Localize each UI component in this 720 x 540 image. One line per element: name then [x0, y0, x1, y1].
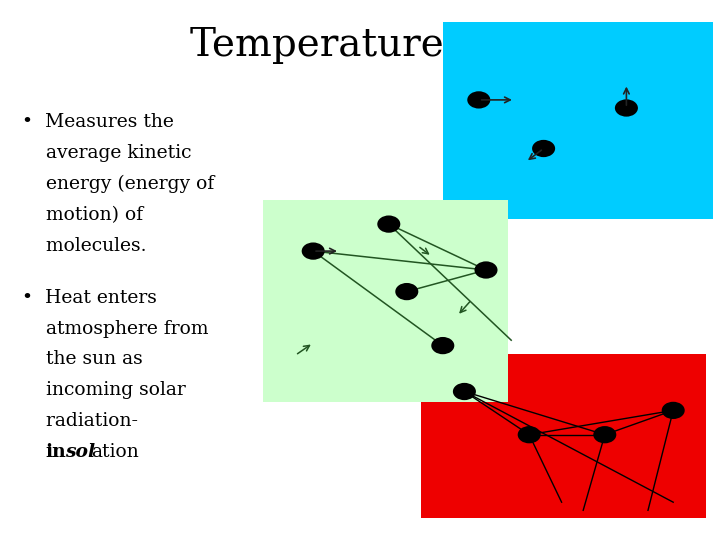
Circle shape: [532, 140, 555, 157]
Circle shape: [615, 99, 638, 117]
Circle shape: [467, 91, 490, 109]
Text: sol: sol: [65, 443, 95, 461]
Text: •  Measures the: • Measures the: [22, 113, 174, 131]
Bar: [421, 354, 706, 518]
Text: in: in: [45, 443, 66, 461]
Text: Temperature: Temperature: [189, 27, 444, 64]
Circle shape: [302, 242, 325, 260]
Text: average kinetic: average kinetic: [22, 144, 191, 162]
Circle shape: [453, 383, 476, 400]
Circle shape: [662, 402, 685, 419]
Bar: [263, 200, 508, 402]
Text: •  Heat enters: • Heat enters: [22, 289, 156, 307]
Text: atmosphere from: atmosphere from: [22, 320, 208, 338]
Circle shape: [377, 215, 400, 233]
Text: the sun as: the sun as: [22, 350, 143, 368]
Text: radiation-: radiation-: [22, 412, 138, 430]
Text: energy (energy of: energy (energy of: [22, 175, 214, 193]
Circle shape: [431, 337, 454, 354]
Circle shape: [593, 426, 616, 443]
Bar: [443, 22, 713, 219]
Text: motion) of: motion) of: [22, 206, 143, 224]
Circle shape: [474, 261, 498, 279]
Circle shape: [395, 283, 418, 300]
Circle shape: [518, 426, 541, 443]
Text: incoming solar: incoming solar: [22, 381, 185, 399]
Text: molecules.: molecules.: [22, 237, 146, 254]
Text: ation: ation: [91, 443, 139, 461]
